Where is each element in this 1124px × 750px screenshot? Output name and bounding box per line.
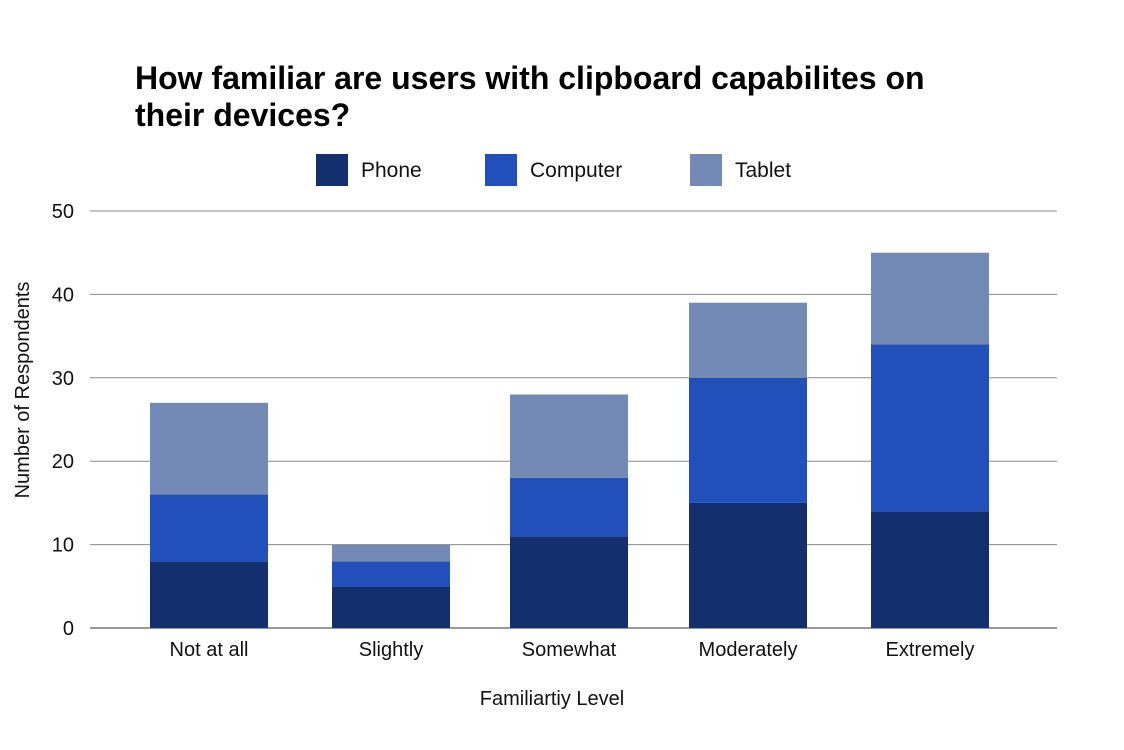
x-tick-label: Not at all bbox=[170, 639, 249, 661]
legend-item-phone: Phone bbox=[316, 154, 422, 186]
bar-tablet-extremely bbox=[871, 252, 989, 345]
legend-swatch bbox=[316, 154, 348, 186]
bar-computer-somewhat bbox=[510, 477, 628, 537]
bar-phone-slightly bbox=[332, 586, 450, 628]
bar-tablet-moderately bbox=[689, 302, 807, 378]
bar-phone-somewhat bbox=[510, 536, 628, 628]
legend-item-computer: Computer bbox=[485, 154, 622, 186]
y-tick-label: 40 bbox=[52, 284, 74, 306]
bar-computer-not-at-all bbox=[150, 494, 268, 562]
y-tick-label: 30 bbox=[52, 368, 74, 390]
legend-label: Computer bbox=[530, 159, 622, 182]
x-tick-label: Moderately bbox=[699, 639, 798, 661]
bar-tablet-somewhat bbox=[510, 394, 628, 478]
bar-phone-moderately bbox=[689, 502, 807, 628]
legend-label: Tablet bbox=[735, 159, 791, 182]
bar-phone-not-at-all bbox=[150, 561, 268, 628]
legend-swatch bbox=[485, 154, 517, 186]
x-tick-label: Somewhat bbox=[522, 639, 617, 661]
legend-swatch bbox=[690, 154, 722, 186]
bar-phone-extremely bbox=[871, 511, 989, 628]
bar-tablet-slightly bbox=[332, 544, 450, 562]
bar-computer-moderately bbox=[689, 377, 807, 503]
chart-title: How familiar are users with clipboard ca… bbox=[135, 60, 925, 133]
legend-item-tablet: Tablet bbox=[690, 154, 791, 186]
bar-tablet-not-at-all bbox=[150, 402, 268, 495]
y-tick-label: 0 bbox=[63, 618, 74, 640]
y-tick-label: 50 bbox=[52, 201, 74, 223]
y-tick-label: 10 bbox=[52, 535, 74, 557]
bar-computer-extremely bbox=[871, 344, 989, 512]
x-tick-label: Slightly bbox=[359, 639, 423, 661]
x-tick-label: Extremely bbox=[886, 639, 975, 661]
y-tick-label: 20 bbox=[52, 451, 74, 473]
x-axis-title: Familiartiy Level bbox=[480, 688, 624, 710]
bar-computer-slightly bbox=[332, 561, 450, 587]
y-axis-title: Number of Respondents bbox=[12, 282, 34, 499]
legend-label: Phone bbox=[361, 159, 422, 182]
